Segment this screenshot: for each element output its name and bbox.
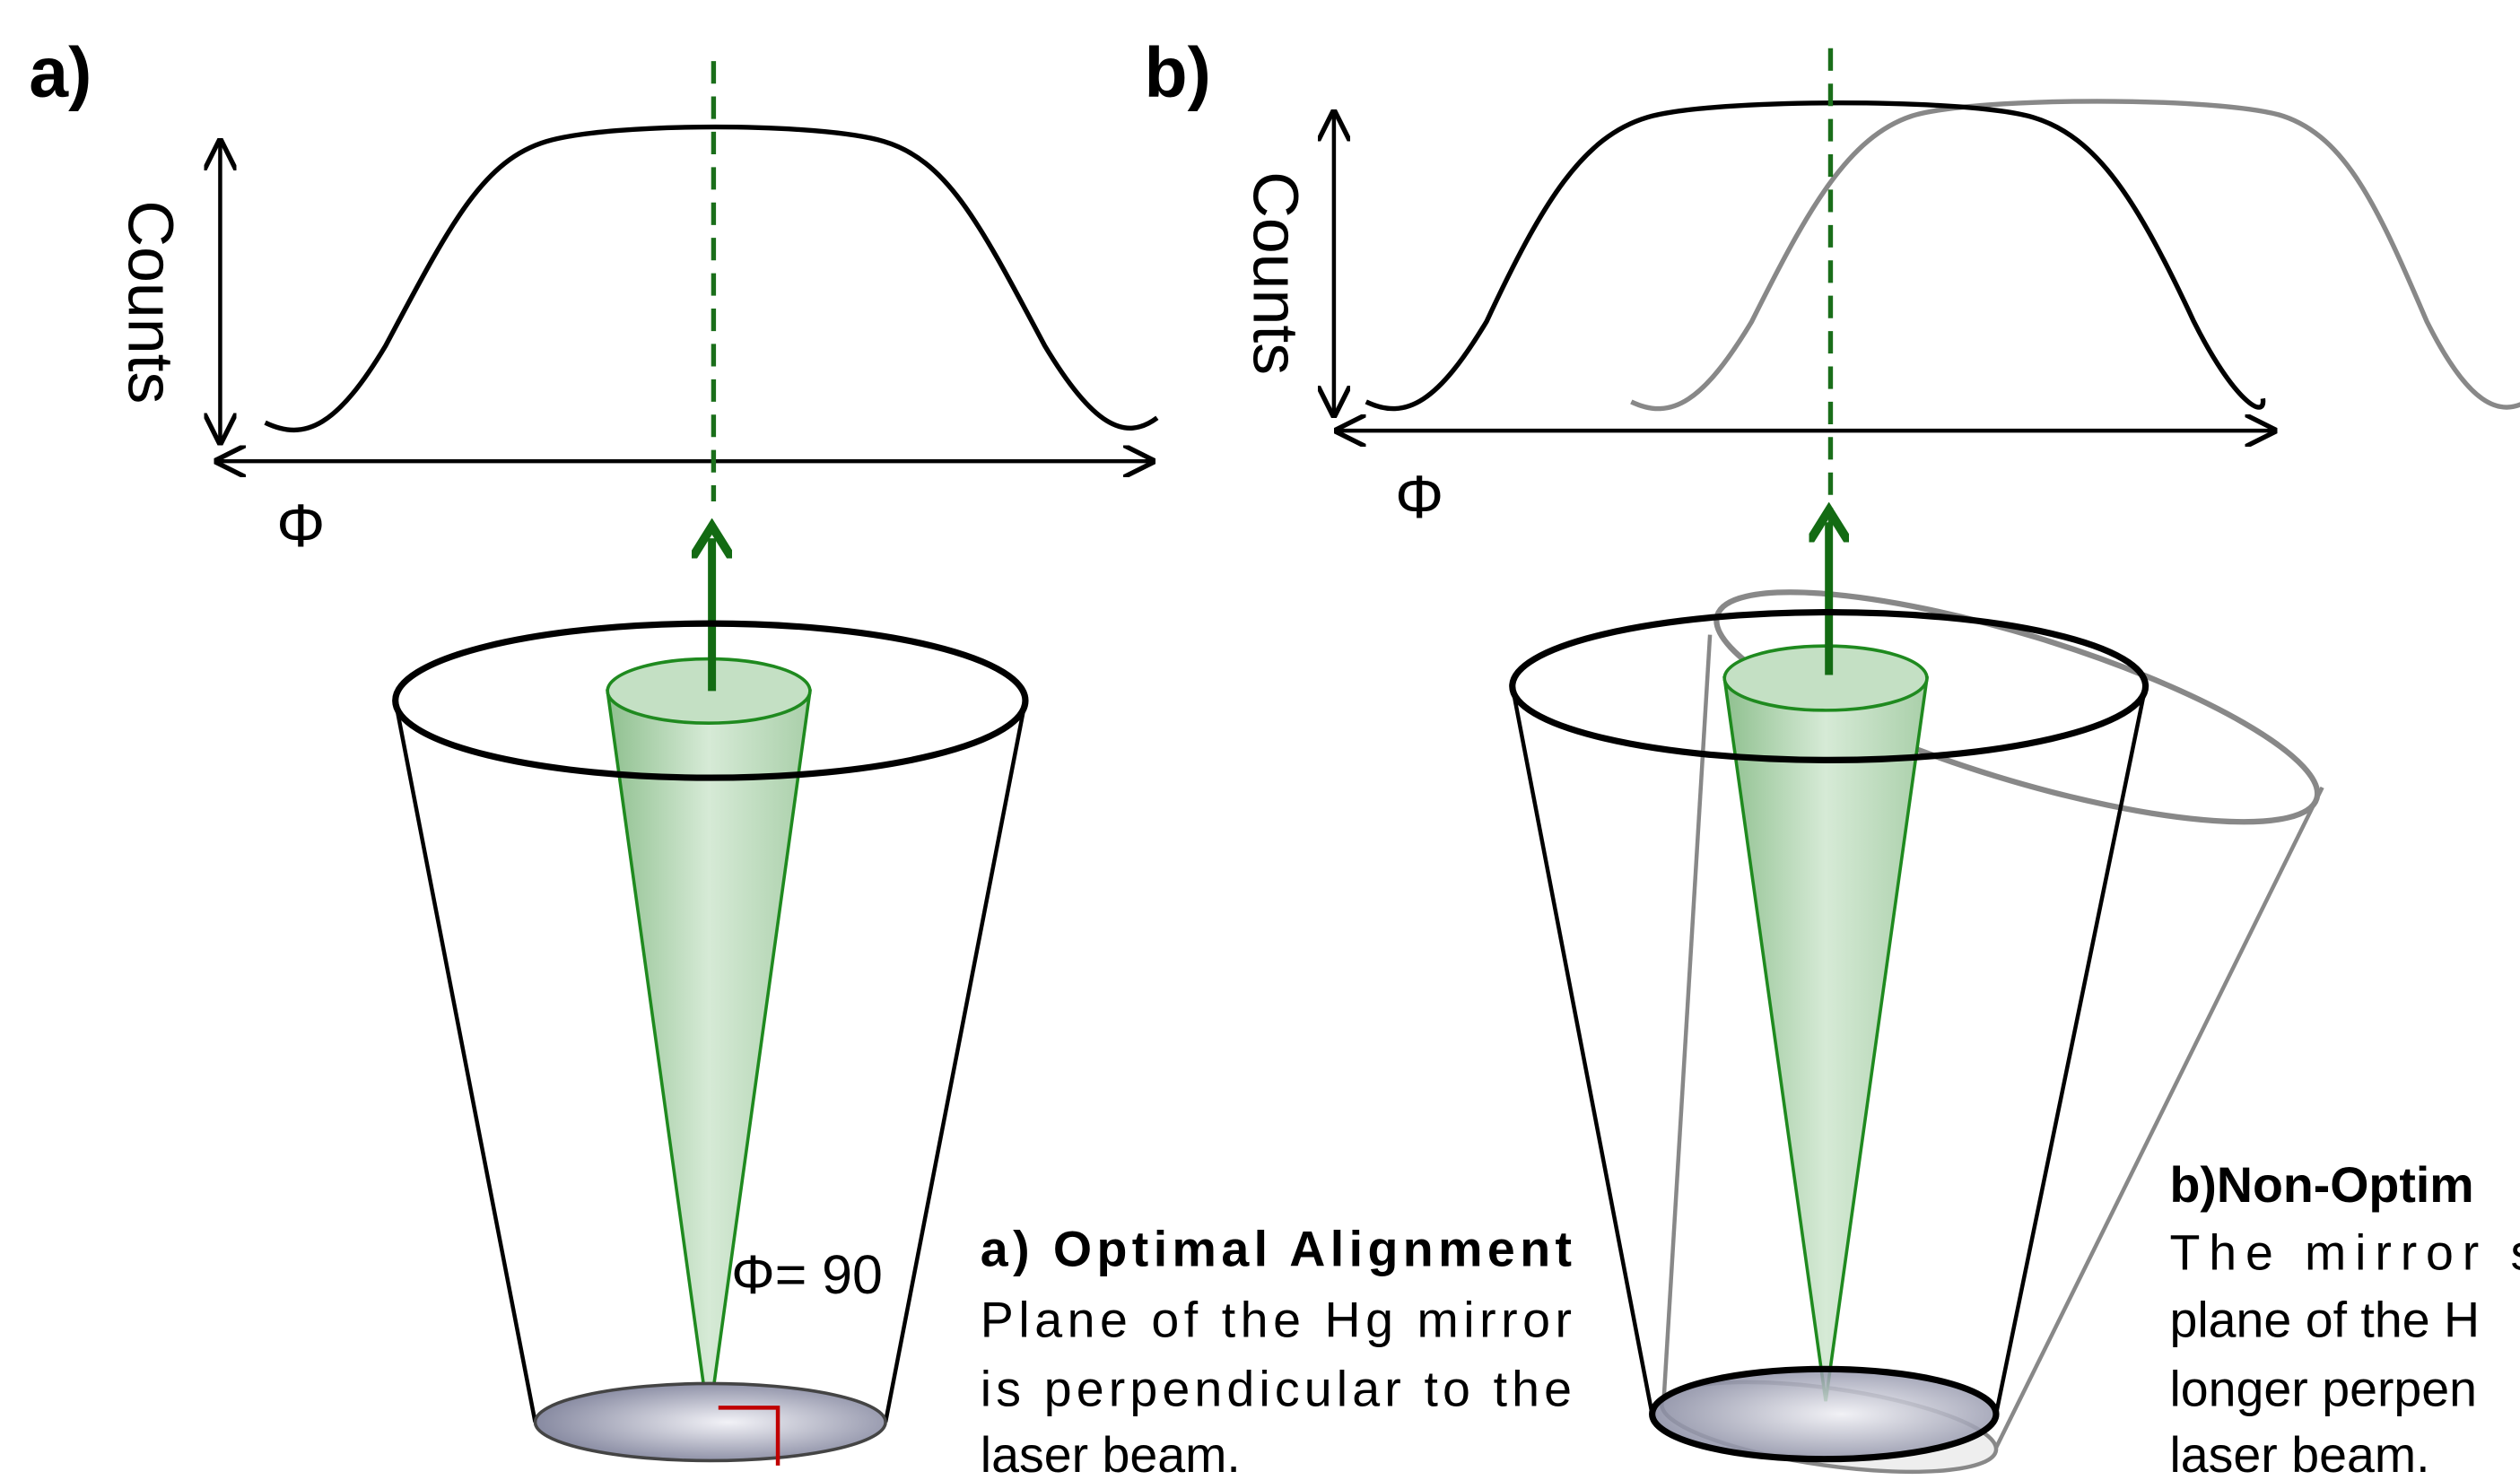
caption-line: plane of the H	[2169, 1293, 2480, 1348]
tilted-cup-side	[1992, 788, 2322, 1454]
mirror	[1652, 1369, 1996, 1458]
panel-label: b)	[1145, 33, 1211, 112]
panel-label: a)	[29, 33, 92, 112]
laser-cone	[1724, 678, 1927, 1401]
diagram: a) Counts Φ Φ= 90 a) Optimal Alignment P…	[0, 0, 2520, 1480]
caption-line: is perpendicular to the	[981, 1362, 1572, 1417]
curve	[266, 127, 1157, 431]
caption-line: laser beam.	[981, 1427, 1241, 1480]
curve	[1366, 103, 2263, 409]
caption-line: longer perpen	[2169, 1362, 2477, 1417]
caption-title: a) Optimal Alignment	[981, 1222, 1572, 1277]
caption-line: Plane of the Hg mirror	[981, 1293, 1572, 1348]
caption-title: b)Non-Optim	[2169, 1157, 2473, 1213]
x-axis-label: Φ	[276, 492, 325, 560]
caption-line: laser beam.	[2169, 1427, 2429, 1480]
cup-side	[396, 701, 536, 1422]
angle-label: Φ= 90	[731, 1244, 883, 1305]
x-axis-label: Φ	[1395, 463, 1443, 531]
y-axis-label: Counts	[114, 200, 186, 404]
shifted-curve	[1631, 101, 2520, 409]
laser-cone	[607, 691, 810, 1422]
mirror	[536, 1383, 886, 1460]
panel-a: a) Counts Φ Φ= 90 a) Optimal Alignment P…	[29, 33, 1572, 1480]
page: a) Counts Φ Φ= 90 a) Optimal Alignment P…	[0, 0, 2520, 1480]
y-axis-label: Counts	[1239, 171, 1311, 375]
caption-line: The mirror sl	[2169, 1224, 2520, 1280]
